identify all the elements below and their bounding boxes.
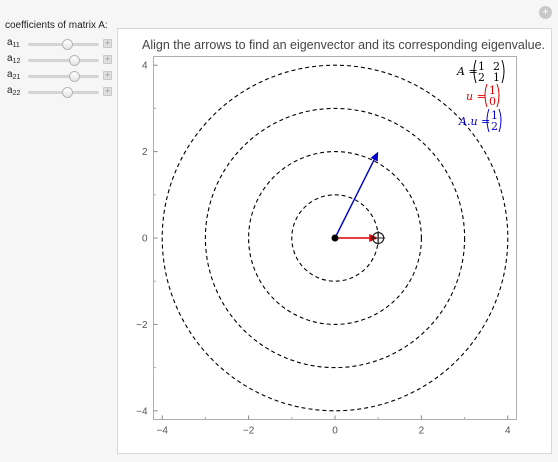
plot-caption: Align the arrows to find an eigenvector …: [142, 38, 546, 52]
u-bracket-right: [496, 83, 500, 108]
vectors: [331, 151, 386, 245]
y-tick-label: −4: [136, 406, 148, 417]
Au-vec-x: 1: [491, 109, 498, 122]
Au-vector-shaft: [334, 159, 375, 239]
close-icon[interactable]: +: [539, 6, 552, 19]
slider-track-a11[interactable]: [28, 39, 99, 50]
slider-label-a11: a11: [7, 37, 20, 49]
matrix-cell-22: 1: [493, 71, 500, 84]
y-tick-label: 4: [142, 61, 148, 72]
expand-a11-button[interactable]: +: [103, 38, 112, 48]
Au-bracket-left: [486, 108, 490, 133]
expand-a21-button[interactable]: +: [103, 70, 112, 80]
y-tick-label: 2: [142, 147, 148, 158]
slider-label-a22: a22: [7, 85, 21, 97]
y-tick-label: −2: [136, 320, 148, 331]
slider-thumb-a11[interactable]: [62, 39, 74, 50]
dashed-circle: [248, 151, 422, 325]
slider-a22[interactable]: a22 +: [4, 84, 112, 100]
x-tick-label: −2: [243, 425, 255, 436]
expand-a12-button[interactable]: +: [103, 54, 112, 64]
controls-title: coefficients of matrix A:: [5, 20, 108, 31]
x-tick-label: −4: [156, 425, 168, 436]
matrix-label: A =: [456, 65, 478, 78]
slider-label-a12: a12: [7, 53, 21, 65]
slider-track-a22[interactable]: [28, 87, 99, 98]
slider-label-a21: a21: [7, 69, 21, 81]
controls-panel: coefficients of matrix A: a11 + a12 + a2…: [4, 20, 112, 100]
slider-a12[interactable]: a12 +: [4, 52, 112, 68]
expand-a22-button[interactable]: +: [103, 86, 112, 96]
x-tick-label: 0: [332, 425, 338, 436]
Au-label: A.u =: [458, 115, 490, 128]
slider-a21[interactable]: a21 +: [4, 68, 112, 84]
slider-track-a21[interactable]: [28, 71, 99, 82]
matrix-bracket-left: [473, 59, 477, 84]
u-bracket-left: [484, 83, 488, 108]
matrix-cell-21: 2: [478, 71, 485, 84]
Au-bracket-right: [498, 108, 502, 133]
u-label: u =: [466, 90, 486, 103]
Au-vec-y: 2: [491, 120, 498, 133]
y-tick-label: 0: [142, 234, 148, 245]
slider-thumb-a12[interactable]: [69, 55, 81, 66]
matrix-cell-11: 1: [478, 60, 485, 73]
slider-thumb-a21[interactable]: [69, 71, 81, 82]
dashed-circle: [161, 64, 509, 412]
u-vec-y: 0: [489, 95, 496, 108]
slider-track-a12[interactable]: [28, 55, 99, 66]
slider-thumb-a22[interactable]: [62, 87, 74, 98]
matrix-bracket-right: [501, 59, 505, 84]
legend: A = 1 2 2 1 u = 1 0 A.u = 1 2: [456, 59, 505, 133]
matrix-cell-12: 2: [493, 60, 500, 73]
origin-point: [331, 234, 339, 242]
u-vec-x: 1: [489, 84, 496, 97]
x-tick-label: 4: [505, 425, 511, 436]
dashed-circle: [204, 107, 466, 369]
Au-vector-head: [370, 151, 379, 162]
slider-a11[interactable]: a11 +: [4, 36, 112, 52]
x-tick-label: 2: [419, 425, 425, 436]
